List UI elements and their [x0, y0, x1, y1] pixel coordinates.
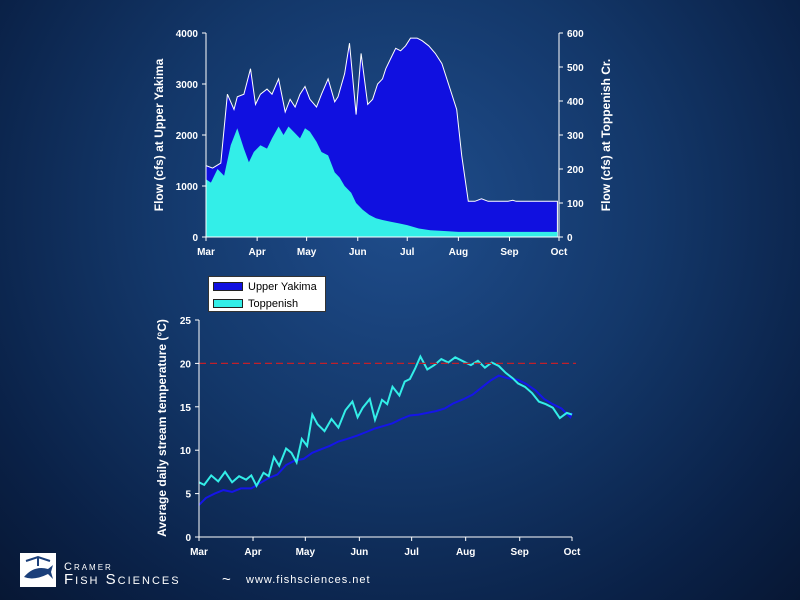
y-tick-label: 3000: [176, 80, 199, 91]
y-tick-label: 0: [185, 533, 191, 544]
x-tick-label: Sep: [500, 247, 518, 258]
y-tick-label: 0: [192, 233, 198, 244]
x-tick-label: Apr: [249, 247, 266, 258]
x-tick-label: Oct: [551, 247, 568, 258]
flow-chart: Mar Apr May Jun Jul Aug Sep Oct0100020003000400…: [176, 29, 584, 258]
flow-right-axis-title: Flow (cfs) at Toppenish Cr.: [599, 58, 613, 212]
x-tick-label: Sep: [511, 547, 529, 558]
x-tick-label: Aug: [456, 547, 475, 558]
temperature-axis-title: Average daily stream temperature (°C): [155, 319, 169, 537]
area-series-toppenish: [206, 126, 558, 237]
legend-label-upper-yakima: Upper Yakima: [248, 280, 317, 293]
y-tick-label: 2000: [176, 131, 199, 142]
flow-left-axis-title: Flow (cfs) at Upper Yakima: [152, 58, 166, 212]
y2-tick-label: 500: [567, 63, 584, 74]
x-tick-label: Aug: [449, 247, 468, 258]
x-tick-label: Apr: [244, 547, 261, 558]
y-tick-label: 1000: [176, 182, 199, 193]
brand-separator: ~: [222, 571, 231, 588]
flow-legend: Upper Yakima Toppenish: [208, 276, 326, 312]
brand-name-line2: Fish Sciences: [64, 571, 181, 588]
line-series-toppenish: [198, 354, 573, 488]
y-tick-label: 4000: [176, 29, 199, 40]
y-tick-label: 5: [185, 490, 191, 501]
legend-item-upper-yakima: Upper Yakima: [213, 279, 321, 294]
legend-item-toppenish: Toppenish: [213, 296, 321, 311]
brand-name-line1: Cramer: [64, 561, 113, 573]
y-tick-label: 10: [180, 446, 192, 457]
y2-tick-label: 400: [567, 97, 584, 108]
x-tick-label: May: [297, 247, 317, 258]
brand-url: www.fishsciences.net: [246, 574, 371, 586]
y2-tick-label: 600: [567, 29, 584, 40]
y-tick-label: 25: [180, 316, 192, 327]
x-tick-label: Jul: [400, 247, 415, 258]
y-tick-label: 15: [180, 403, 192, 414]
x-tick-label: Jul: [404, 547, 419, 558]
x-tick-label: Jun: [349, 247, 367, 258]
fish-logo-icon: [20, 553, 56, 587]
x-tick-label: Jun: [350, 547, 368, 558]
x-tick-label: Oct: [564, 547, 581, 558]
y2-tick-label: 300: [567, 131, 584, 142]
legend-swatch-upper-yakima: [213, 282, 243, 291]
legend-swatch-toppenish: [213, 299, 243, 308]
line-series-upper-yakima: [198, 374, 573, 506]
y2-tick-label: 0: [567, 233, 573, 244]
y2-tick-label: 100: [567, 199, 584, 210]
y2-tick-label: 200: [567, 165, 584, 176]
y-tick-label: 20: [180, 359, 192, 370]
x-tick-label: Mar: [197, 247, 215, 258]
x-tick-label: May: [296, 547, 316, 558]
x-tick-label: Mar: [190, 547, 208, 558]
legend-label-toppenish: Toppenish: [248, 297, 299, 310]
